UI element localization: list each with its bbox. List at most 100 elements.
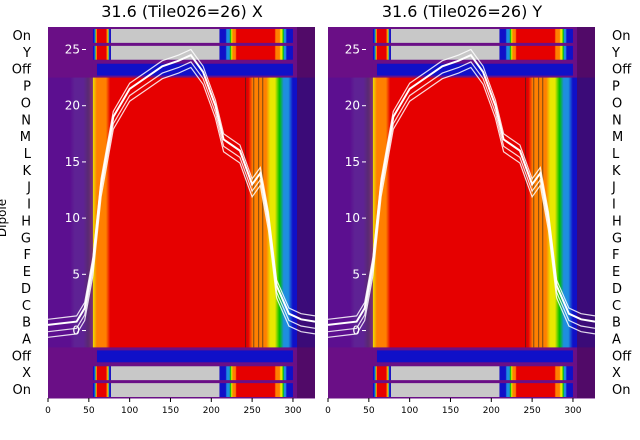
row-label: P	[23, 80, 31, 95]
heatmap-row-f	[328, 246, 595, 264]
heatmap-row-p	[328, 77, 595, 95]
masked-band-edge	[92, 366, 111, 381]
row-label: I	[27, 198, 31, 213]
chart-title: 31.6 (Tile026=26) X	[101, 2, 263, 21]
masked-band-edge	[219, 366, 293, 381]
x-tick-label: 0	[325, 406, 331, 416]
overlay-y-tick: 0	[352, 324, 360, 338]
heatmap-row-g	[48, 229, 315, 247]
row-label: B	[612, 316, 621, 331]
heatmap-row-a	[328, 330, 595, 348]
overlay-y-tick: 5	[352, 267, 360, 281]
masked-band	[110, 366, 220, 381]
masked-band-edge	[372, 29, 391, 43]
row-label: Off	[612, 349, 632, 364]
row-label: O	[21, 96, 31, 111]
off-band	[376, 350, 573, 363]
row-label: C	[612, 299, 621, 314]
masked-band	[390, 366, 500, 381]
panel-x: 31.6 (Tile026=26) X On Y Off PONMLKJIHGFEDCB…	[12, 2, 316, 416]
x-tick-label: 50	[363, 406, 375, 416]
overlay-y-tick: 0	[72, 324, 80, 338]
masked-band-edge	[219, 383, 293, 397]
heatmap-row-e	[48, 263, 315, 281]
masked-band-edge	[219, 45, 293, 60]
row-label: J	[611, 181, 616, 196]
row-label: D	[21, 282, 31, 297]
row-label: H	[612, 214, 622, 229]
heatmap-row-e	[328, 263, 595, 281]
heatmap-row-m	[48, 128, 315, 146]
row-label: G	[612, 231, 622, 246]
masked-band-edge	[499, 383, 573, 397]
overlay-y-tick: 10	[345, 211, 360, 225]
heatmap-row-j	[328, 178, 595, 197]
masked-band-edge	[92, 383, 111, 397]
x-tick-label: 300	[564, 406, 581, 416]
masked-band-edge	[372, 383, 391, 397]
row-label: G	[21, 231, 31, 246]
x-tick-label: 250	[244, 406, 261, 416]
blanked-right	[577, 27, 595, 398]
ylabel-dipole: Dipole	[0, 199, 9, 237]
heatmap-row-i	[328, 195, 595, 213]
heatmap-row-h	[328, 212, 595, 230]
off-band	[96, 350, 293, 363]
row-label: K	[612, 164, 621, 179]
chart-title: 31.6 (Tile026=26) Y	[382, 2, 543, 21]
row-label: Y	[22, 46, 31, 61]
masked-band-edge	[92, 29, 111, 43]
masked-band	[390, 383, 500, 397]
row-label: E	[612, 265, 620, 280]
overlay-curve	[47, 66, 316, 338]
row-label: On	[612, 29, 630, 44]
x-tick-label: 250	[524, 406, 541, 416]
row-label: N	[21, 113, 31, 128]
ylabel-dipole-text: Dipole	[0, 199, 9, 237]
overlay-curve	[327, 48, 596, 320]
overlay-y-tick: 20	[345, 99, 360, 113]
row-label: Y	[611, 46, 620, 61]
row-label: D	[612, 282, 622, 297]
row-label: O	[612, 96, 622, 111]
x-tick-label: 100	[121, 406, 138, 416]
masked-band	[390, 45, 500, 60]
heatmap-row-o	[48, 94, 315, 112]
row-label: N	[612, 113, 622, 128]
heatmap-row-d	[328, 279, 595, 298]
overlay-y-tick: 15	[65, 155, 80, 169]
x-tick-label: 200	[483, 406, 500, 416]
row-label: Off	[612, 63, 632, 78]
heatmap-row-m	[328, 128, 595, 146]
row-label: A	[22, 332, 31, 347]
row-label: F	[24, 248, 31, 263]
row-label: On	[612, 383, 630, 398]
masked-band	[110, 383, 220, 397]
row-label: J	[26, 181, 31, 196]
blanked-right	[297, 27, 315, 398]
row-label: M	[612, 130, 623, 145]
heatmap-row-l	[328, 145, 595, 163]
row-label: X	[22, 366, 31, 381]
heatmap-row-c	[48, 296, 315, 315]
overlay-curve	[47, 48, 316, 320]
off-band	[96, 63, 293, 76]
masked-band	[110, 29, 220, 43]
row-label: L	[612, 147, 620, 162]
row-label: Off	[12, 349, 32, 364]
row-label: On	[13, 29, 31, 44]
x-tick-label: 150	[162, 406, 179, 416]
row-label: F	[612, 248, 619, 263]
masked-band-edge	[372, 45, 391, 60]
masked-band-edge	[219, 29, 293, 43]
row-label: E	[23, 265, 31, 280]
masked-band-edge	[499, 45, 573, 60]
masked-band-edge	[372, 366, 391, 381]
row-label: Off	[12, 63, 32, 78]
overlay-y-tick: 15	[345, 155, 360, 169]
x-tick-label: 200	[203, 406, 220, 416]
row-label: A	[612, 332, 621, 347]
overlay-curve	[327, 66, 596, 338]
x-tick-label: 100	[401, 406, 418, 416]
x-tick-label: 0	[45, 406, 51, 416]
